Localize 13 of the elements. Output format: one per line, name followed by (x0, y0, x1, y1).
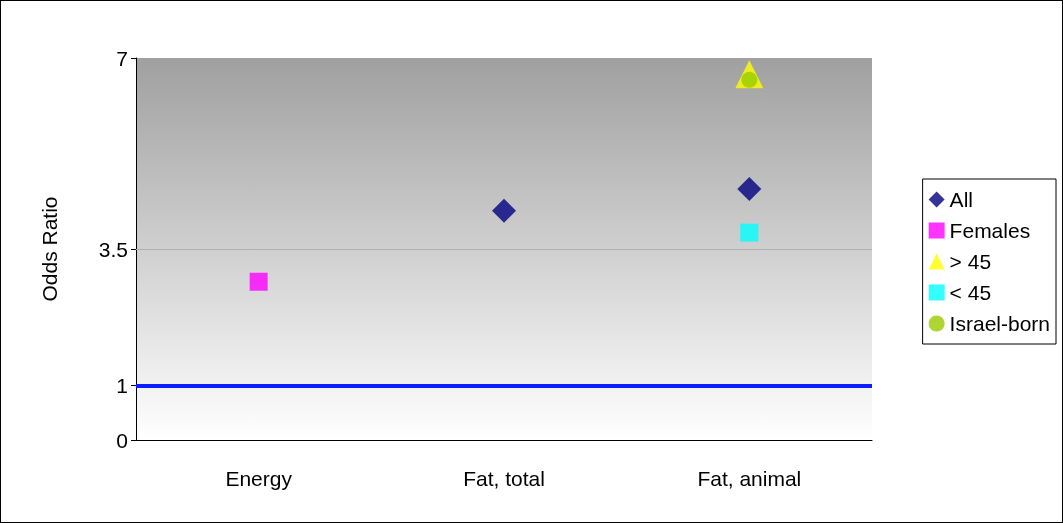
legend-label: All (949, 188, 973, 211)
x-tick-label: Fat, animal (697, 467, 802, 490)
x-tick-label: Energy (225, 467, 293, 490)
legend-label: Females (949, 219, 1031, 242)
legend-label: Israel-born (949, 312, 1051, 335)
y-axis-title: Odds Ratio (38, 196, 61, 302)
x-tick-label: Fat, total (463, 467, 545, 490)
legend-label: > 45 (949, 250, 992, 273)
y-tick-label: 7 (116, 46, 128, 70)
y-tick-label: 0 (116, 428, 128, 452)
y-tick-label: 1 (116, 373, 128, 397)
legend-label: < 45 (949, 281, 992, 304)
y-tick-label: 3.5 (98, 237, 128, 261)
